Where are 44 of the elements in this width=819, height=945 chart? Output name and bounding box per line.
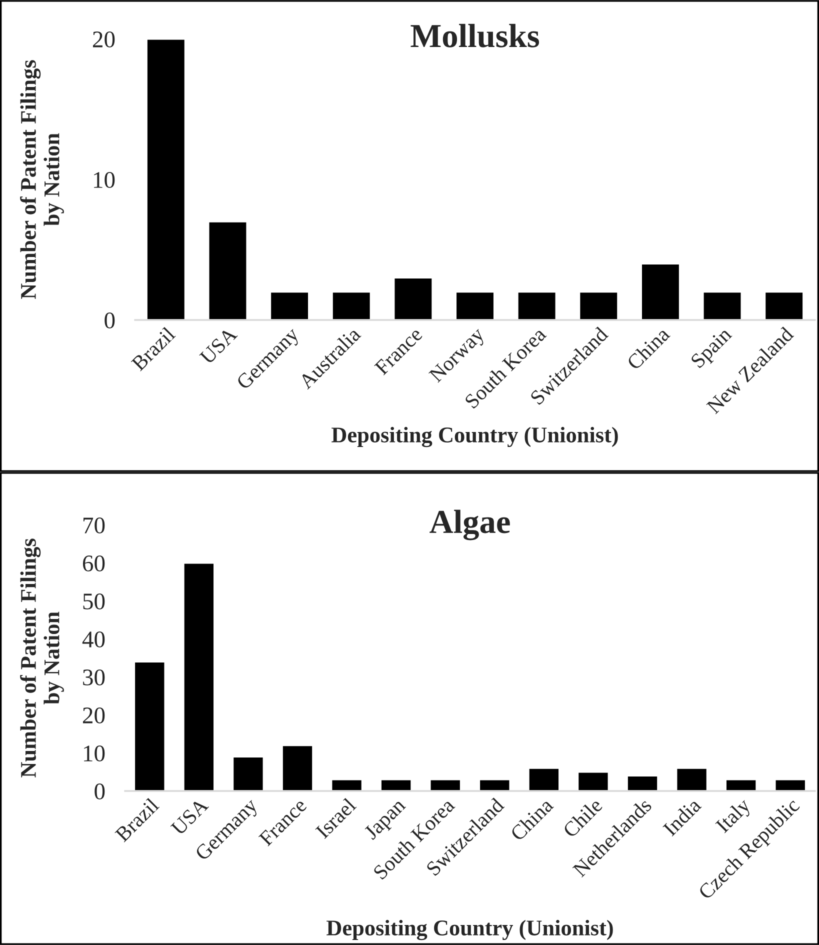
- bar: [330, 778, 363, 791]
- y-axis-title: Number of Patent Filings by Nation: [20, 60, 64, 299]
- x-tick-label: USA: [199, 326, 238, 366]
- bar: [146, 39, 186, 320]
- y-axis-title: Number of Patent Filings by Nation: [20, 538, 64, 778]
- bar: [702, 291, 742, 320]
- y-tick-label: 30: [83, 669, 105, 686]
- bar: [626, 775, 658, 791]
- bar: [516, 291, 557, 320]
- bar: [725, 778, 758, 791]
- y-tick-label: 60: [82, 555, 105, 572]
- bar: [134, 661, 166, 791]
- y-tick-label: 10: [84, 745, 105, 762]
- bar: [429, 778, 462, 791]
- y-tick-label: 10: [94, 172, 115, 188]
- bar: [380, 778, 412, 791]
- y-tick-label: 0: [94, 783, 105, 800]
- bar: [393, 277, 434, 320]
- bar: [640, 263, 680, 320]
- bar: [208, 220, 248, 320]
- bar: [578, 291, 618, 320]
- bar: [774, 778, 806, 791]
- bar: [577, 771, 610, 791]
- bar: [455, 291, 495, 320]
- bar: [232, 756, 264, 791]
- y-tick-label: 50: [83, 593, 105, 610]
- bar: [282, 744, 314, 791]
- x-axis-title: Depositing Country (Unionist): [326, 920, 613, 940]
- chart-title: Mollusks: [410, 24, 540, 48]
- bar: [182, 562, 215, 791]
- bar: [528, 768, 560, 791]
- x-axis-title: Depositing Country (Unionist): [332, 426, 618, 448]
- y-tick-label: 70: [84, 517, 105, 534]
- bar: [332, 291, 372, 320]
- x-tick-label: India: [662, 796, 702, 837]
- y-tick-label: 40: [82, 631, 105, 648]
- bar: [270, 291, 310, 320]
- bar: [764, 291, 804, 320]
- bar: [478, 778, 511, 791]
- y-tick-label: 20: [82, 707, 105, 724]
- chart-title: Algae: [430, 510, 510, 540]
- bar: [676, 768, 708, 791]
- y-tick-label: 0: [104, 312, 115, 328]
- y-tick-label: 20: [92, 31, 115, 48]
